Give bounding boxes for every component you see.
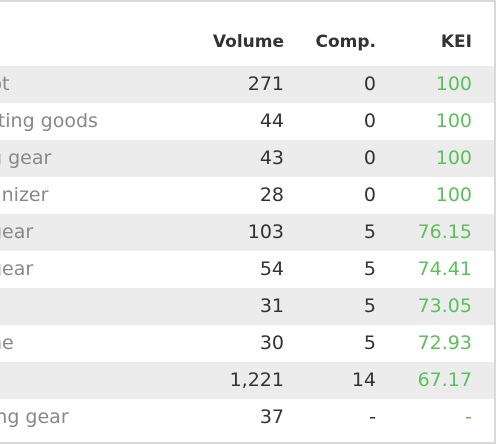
kei-cell: 100	[435, 147, 472, 169]
table-row[interactable]: rting goods 44 0 100	[0, 103, 494, 140]
volume-cell: 103	[247, 221, 284, 243]
volume-cell: 30	[259, 332, 284, 354]
competition-cell: 14	[351, 369, 376, 391]
keyword-cell: ne	[0, 332, 14, 354]
table-row[interactable]: 31 5 73.05	[0, 288, 494, 325]
kei-cell: 100	[435, 73, 472, 95]
keyword-cell: gear	[0, 221, 34, 243]
volume-cell: 1,221	[229, 369, 284, 391]
keyword-cell: anizer	[0, 184, 49, 206]
kei-cell: 72.93	[417, 332, 472, 354]
volume-cell: 271	[247, 73, 284, 95]
volume-cell: 43	[259, 147, 284, 169]
table-header: Volume Comp. KEI	[0, 2, 494, 64]
volume-cell: 28	[259, 184, 284, 206]
competition-cell: 0	[363, 73, 376, 95]
table-row[interactable]: 1,221 14 67.17	[0, 362, 494, 399]
kei-cell: 100	[435, 184, 472, 206]
volume-cell: 37	[259, 406, 284, 428]
keyword-cell: g gear	[0, 147, 52, 169]
keyword-cell: pt	[0, 73, 10, 95]
column-header-competition[interactable]: Comp.	[315, 32, 377, 52]
volume-cell: 31	[259, 295, 284, 317]
column-header-volume[interactable]: Volume	[212, 32, 284, 52]
table-row[interactable]: anizer 28 0 100	[0, 177, 494, 214]
competition-cell: -	[369, 406, 376, 428]
keyword-cell: rting goods	[0, 110, 98, 132]
table-body: pt 271 0 100 rting goods 44 0 100 g gear…	[0, 66, 494, 436]
kei-cell: 73.05	[417, 295, 472, 317]
table-row[interactable]: g gear 43 0 100	[0, 140, 494, 177]
volume-cell: 44	[259, 110, 284, 132]
competition-cell: 5	[363, 221, 376, 243]
competition-cell: 5	[363, 332, 376, 354]
competition-cell: 5	[363, 258, 376, 280]
table-row[interactable]: pt 271 0 100	[0, 66, 494, 103]
table-row[interactable]: ne 30 5 72.93	[0, 325, 494, 362]
competition-cell: 0	[363, 184, 376, 206]
table-row[interactable]: gear 103 5 76.15	[0, 214, 494, 251]
kei-cell: -	[465, 406, 472, 428]
column-header-kei[interactable]: KEI	[440, 32, 472, 52]
kei-cell: 100	[435, 110, 472, 132]
competition-cell: 0	[363, 110, 376, 132]
competition-cell: 0	[363, 147, 376, 169]
kei-cell: 74.41	[417, 258, 472, 280]
volume-cell: 54	[259, 258, 284, 280]
competition-cell: 5	[363, 295, 376, 317]
kei-cell: 67.17	[417, 369, 472, 391]
kei-cell: 76.15	[417, 221, 472, 243]
table-row[interactable]: ing gear 37 - -	[0, 399, 494, 436]
keyword-cell: gear	[0, 258, 34, 280]
table-row[interactable]: gear 54 5 74.41	[0, 251, 494, 288]
keyword-cell: ing gear	[0, 406, 69, 428]
